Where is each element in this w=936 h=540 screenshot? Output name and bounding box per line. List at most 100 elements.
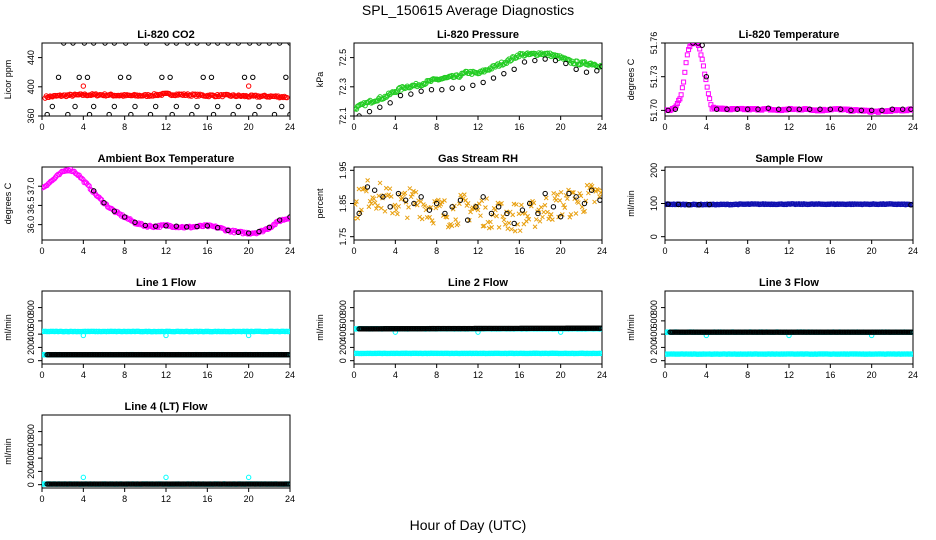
x-tick-label: 12 xyxy=(161,246,171,256)
series-black-point xyxy=(250,74,256,81)
series-magenta-point xyxy=(97,195,103,202)
series-orange-point xyxy=(486,225,492,231)
series-black-point xyxy=(665,107,671,114)
x-tick-label: 0 xyxy=(662,246,667,256)
series-black-point xyxy=(908,106,913,112)
series-orange-point xyxy=(501,217,507,223)
y-tick-label: 800 xyxy=(26,300,36,315)
series-magenta-point xyxy=(673,103,679,109)
series-cyan-point xyxy=(910,351,913,357)
series-cyan-point xyxy=(245,332,252,339)
series-orange-point xyxy=(386,192,392,198)
x-tick-label: 8 xyxy=(745,246,750,256)
series-black-point xyxy=(230,111,236,116)
series-orange-point xyxy=(550,217,555,222)
series-black-point xyxy=(225,43,231,46)
series-red-point xyxy=(65,92,72,99)
y-axis-label: ml/min xyxy=(626,314,636,341)
series-orange-point xyxy=(587,185,592,191)
series-black-point xyxy=(665,201,671,207)
series-black-point xyxy=(744,106,751,112)
series-orange-point xyxy=(466,217,472,223)
x-tick-label: 12 xyxy=(473,370,483,380)
series-black-point xyxy=(173,43,180,46)
panel-title: Sample Flow xyxy=(755,153,823,165)
series-orange-point xyxy=(388,194,394,199)
series-black-point xyxy=(256,43,262,46)
x-tick-label: 4 xyxy=(393,246,398,256)
series-orange-point xyxy=(371,196,377,202)
series-red-point xyxy=(152,92,159,99)
series-red-point xyxy=(80,92,87,98)
y-tick-label: 0 xyxy=(26,482,36,487)
x-tick-label: 0 xyxy=(39,122,44,132)
series-red-point xyxy=(157,91,164,97)
series-magenta-point xyxy=(700,63,706,69)
series-red-point xyxy=(70,92,77,98)
series-black-point xyxy=(235,229,242,236)
series-magenta-point xyxy=(698,52,704,58)
x-tick-label: 0 xyxy=(39,370,44,380)
series-black-point xyxy=(457,197,464,203)
series-magenta-point xyxy=(686,47,692,53)
panel-title: Li-820 Pressure xyxy=(437,29,519,41)
y-tick-label: 440 xyxy=(26,50,36,65)
series-black-point xyxy=(210,111,217,116)
series-magenta-point xyxy=(910,107,913,113)
x-tick-label: 8 xyxy=(122,246,127,256)
y-tick-label: 200 xyxy=(649,163,659,178)
series-black-point xyxy=(519,207,526,213)
series-black-point xyxy=(283,74,289,81)
series-black-point xyxy=(194,43,200,46)
y-axis-label: ml/min xyxy=(315,314,325,341)
series-orange-point xyxy=(517,228,523,234)
x-tick-label: 12 xyxy=(784,370,794,380)
x-tick-label: 20 xyxy=(244,122,254,132)
series-green-point xyxy=(560,56,567,62)
series-black-point xyxy=(439,87,445,93)
series-black-point xyxy=(395,190,402,197)
series-black-point xyxy=(214,43,221,46)
series-orange-point xyxy=(540,214,545,220)
series-black-point xyxy=(909,329,913,335)
series-black-point xyxy=(65,111,71,116)
series-orange-point xyxy=(506,220,512,226)
series-black-point xyxy=(111,208,118,214)
series-black-point xyxy=(806,106,813,112)
series-black-point xyxy=(356,113,362,116)
series-orange-point xyxy=(571,190,576,195)
series-black-point xyxy=(550,204,557,210)
series-black-point xyxy=(827,106,834,112)
y-tick-label: 72.3 xyxy=(338,78,348,96)
series-orange-point xyxy=(383,185,389,191)
data-points xyxy=(665,329,913,357)
data-points xyxy=(42,328,290,358)
series-orange-point xyxy=(531,200,537,206)
series-black-point xyxy=(86,111,93,116)
series-black-point xyxy=(102,43,108,46)
series-black-point xyxy=(241,74,248,81)
series-black-point xyxy=(147,111,154,116)
y-tick-label: 51.73 xyxy=(649,65,659,88)
series-orange-point xyxy=(428,205,434,210)
series-black-point xyxy=(286,352,290,358)
y-tick-label: 0 xyxy=(649,358,659,363)
data-points xyxy=(42,474,290,487)
series-orange-point xyxy=(494,213,499,219)
series-black-point xyxy=(858,107,865,114)
series-magenta-point xyxy=(78,175,85,182)
x-tick-label: 8 xyxy=(745,122,750,132)
series-black-point xyxy=(247,43,253,46)
series-black-point xyxy=(287,43,290,46)
series-black-point xyxy=(279,103,285,110)
series-black-point xyxy=(252,111,258,116)
series-black-point xyxy=(256,103,262,110)
series-orange-point xyxy=(512,228,518,234)
y-tick-label: 0 xyxy=(649,234,659,239)
panel-1: Li-820 Pressure kPa 0 4 8 12 16 20 24 72.1 72.3 72.… xyxy=(315,29,607,132)
series-orange-point xyxy=(516,211,522,217)
series-orange-point xyxy=(562,205,568,210)
series-orange-point xyxy=(542,202,548,208)
x-tick-label: 8 xyxy=(434,370,439,380)
series-black-point xyxy=(573,66,579,72)
